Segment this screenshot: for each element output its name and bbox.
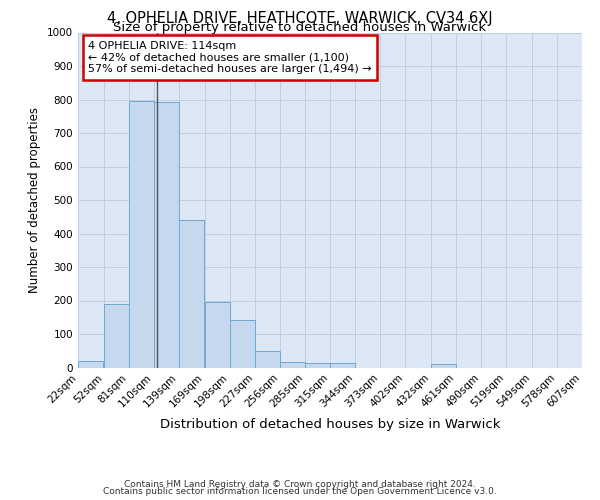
Bar xyxy=(154,102,179,368)
Y-axis label: Number of detached properties: Number of detached properties xyxy=(28,107,41,293)
Bar xyxy=(179,220,204,368)
Bar xyxy=(78,362,103,368)
Bar xyxy=(331,364,355,368)
Text: 4 OPHELIA DRIVE: 114sqm
← 42% of detached houses are smaller (1,100)
57% of semi: 4 OPHELIA DRIVE: 114sqm ← 42% of detache… xyxy=(88,41,372,74)
Bar xyxy=(205,302,230,368)
Text: Contains HM Land Registry data © Crown copyright and database right 2024.: Contains HM Land Registry data © Crown c… xyxy=(124,480,476,489)
Bar xyxy=(305,364,329,368)
Text: Size of property relative to detached houses in Warwick: Size of property relative to detached ho… xyxy=(113,22,487,35)
Text: Contains public sector information licensed under the Open Government Licence v3: Contains public sector information licen… xyxy=(103,487,497,496)
Bar xyxy=(280,362,305,368)
X-axis label: Distribution of detached houses by size in Warwick: Distribution of detached houses by size … xyxy=(160,418,500,430)
Bar xyxy=(254,351,280,368)
Text: 4, OPHELIA DRIVE, HEATHCOTE, WARWICK, CV34 6XJ: 4, OPHELIA DRIVE, HEATHCOTE, WARWICK, CV… xyxy=(107,11,493,26)
Bar xyxy=(431,364,456,368)
Bar xyxy=(230,320,254,368)
Bar xyxy=(129,101,154,367)
Bar xyxy=(104,304,129,368)
